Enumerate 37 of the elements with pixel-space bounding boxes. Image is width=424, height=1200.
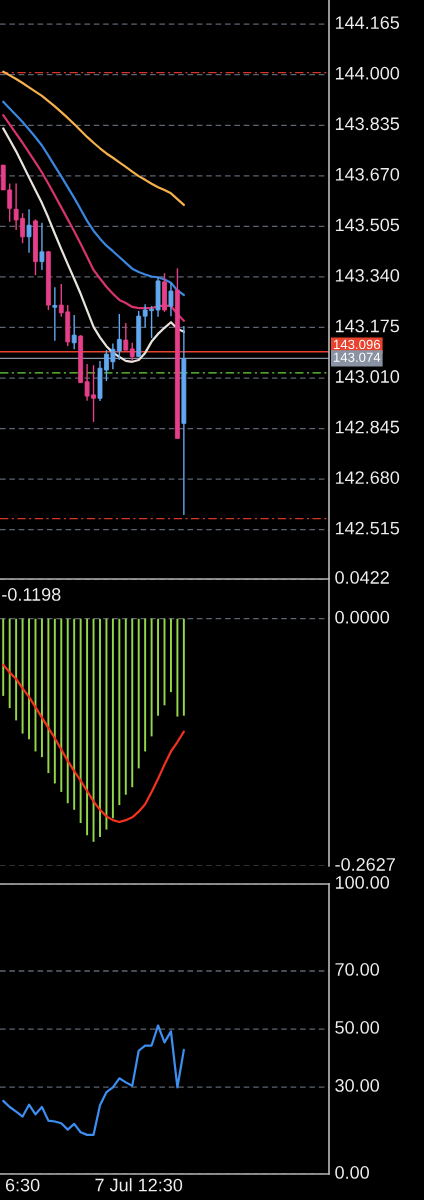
line-series (2, 114, 185, 322)
y-tick-label: 143.835 (335, 117, 400, 131)
x-tick-label: 6:30 (5, 1178, 40, 1192)
y-tick-label: 142.515 (335, 521, 400, 535)
y-tick-label: 142.845 (335, 420, 400, 434)
candlestick (52, 286, 58, 342)
y-tick-label: 0.0422 (335, 571, 389, 584)
candlestick (39, 222, 45, 271)
y-tick-label: 0.0000 (335, 610, 390, 624)
y-tick-label: 143.175 (335, 319, 400, 333)
y-tick-label: 142.680 (335, 471, 400, 484)
y-tick-label: 0.00 (335, 1166, 369, 1179)
annotation: -0.1198 (2, 588, 61, 601)
candlestick (129, 342, 135, 362)
candlestick (123, 322, 129, 351)
y-tick-label: 70.00 (335, 963, 380, 976)
candlestick (26, 208, 32, 254)
line-series (2, 100, 185, 297)
y-tick-label: -0.2627 (335, 858, 395, 871)
y-tick-label: 144.165 (335, 16, 400, 30)
ref-line-label: 143.096 (333, 339, 381, 350)
y-tick-label: 144.000 (335, 66, 400, 80)
y-tick-label: 143.010 (335, 370, 400, 383)
line-series (2, 127, 185, 363)
line-series (2, 1024, 185, 1136)
x-tick-label: 7 Jul 12:30 (95, 1178, 183, 1192)
y-tick-label: 30.00 (335, 1079, 380, 1092)
candlestick (71, 314, 77, 350)
y-tick-label: 143.505 (335, 218, 400, 232)
ref-line-label: 143.074 (333, 352, 381, 362)
y-tick-label: 50.00 (335, 1021, 380, 1034)
y-tick-label: 143.670 (335, 167, 400, 181)
y-tick-label: 100.00 (335, 876, 390, 889)
line-series (2, 70, 185, 207)
candlestick (168, 282, 174, 317)
y-tick-label: 143.340 (335, 269, 400, 282)
line-series (2, 663, 185, 824)
